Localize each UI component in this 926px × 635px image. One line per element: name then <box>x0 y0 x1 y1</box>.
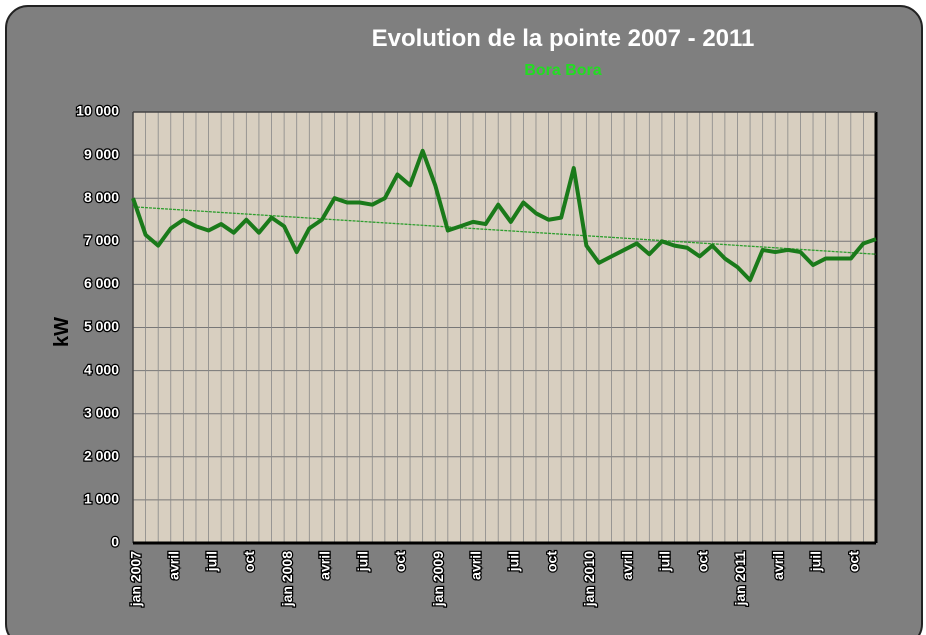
x-tick-label: oct <box>241 551 257 572</box>
x-tick-label: jan 2007 <box>128 551 144 607</box>
x-tick-label: jan 2010 <box>581 551 597 607</box>
y-tick-label: 7 000 <box>84 232 119 248</box>
y-tick-label: 8 000 <box>84 189 119 205</box>
y-tick-label: 1 000 <box>84 491 119 507</box>
y-tick-label: 2 000 <box>84 448 119 464</box>
y-tick-label: 4 000 <box>84 361 119 377</box>
x-tick-label: juil <box>808 551 824 572</box>
y-tick-label: 10 000 <box>76 103 119 119</box>
trendline <box>132 206 877 255</box>
x-tick-label: oct <box>694 551 710 572</box>
chart-title: Evolution de la pointe 2007 - 2011 <box>372 25 755 52</box>
x-tick-label: avril <box>619 551 635 580</box>
x-tick-label: avril <box>317 551 333 580</box>
x-tick-label: jan 2011 <box>732 551 748 607</box>
x-tick-label: juil <box>203 551 219 572</box>
x-tick-label: jan 2009 <box>430 551 446 607</box>
x-tick-label: oct <box>392 551 408 572</box>
y-tick-label: 0 <box>111 534 119 550</box>
x-tick-label: avril <box>468 551 484 580</box>
x-tick-label: oct <box>846 551 862 572</box>
y-tick-label: 6 000 <box>84 275 119 291</box>
y-tick-label: 9 000 <box>84 146 119 162</box>
data-line <box>131 148 877 283</box>
x-tick-label: oct <box>543 551 559 572</box>
y-tick-label: 3 000 <box>84 404 119 420</box>
y-tick-label: 5 000 <box>84 318 119 334</box>
x-tick-label: juil <box>505 551 521 572</box>
chart-subtitle: Bora Bora <box>524 62 601 79</box>
x-tick-label: jan 2008 <box>279 551 295 607</box>
x-tick-label: juil <box>354 551 370 572</box>
y-axis-label: kW <box>51 317 73 347</box>
x-tick-label: juil <box>657 551 673 572</box>
x-tick-label: avril <box>770 551 786 580</box>
x-tick-label: avril <box>165 551 181 580</box>
